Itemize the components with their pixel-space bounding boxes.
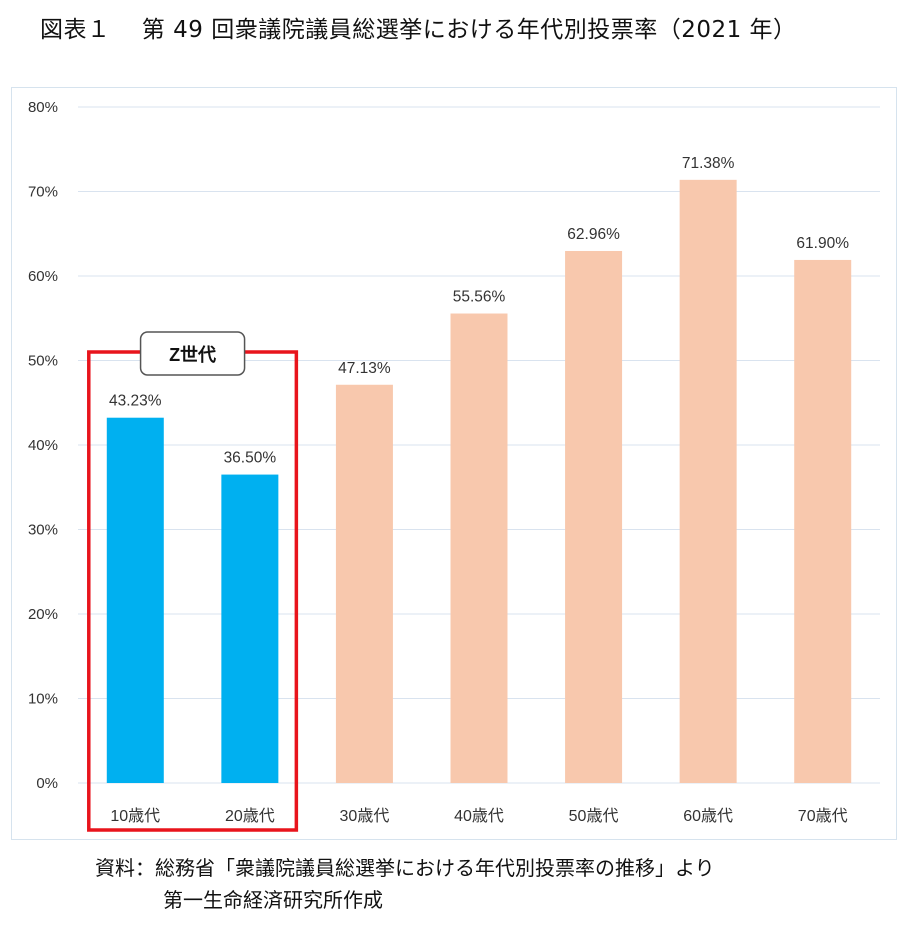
y-tick-label: 70% [28,184,58,201]
category-label: 40歳代 [454,807,504,825]
bar [450,313,508,783]
y-tick-label: 50% [28,353,58,370]
bar [565,250,623,783]
bar [794,259,852,783]
z-generation-label: Z世代 [169,345,216,365]
y-tick-label: 20% [28,606,58,623]
source-note: 資料：総務省「衆議院議員総選挙における年代別投票率の推移」より 第一生命経済研究… [95,852,715,916]
bar [679,179,737,784]
category-label: 10歳代 [110,807,160,825]
data-label: 62.96% [567,226,620,243]
y-tick-label: 30% [28,522,58,539]
y-tick-label: 60% [28,268,58,285]
category-label: 70歳代 [798,807,848,825]
y-tick-label: 10% [28,691,58,708]
category-label: 20歳代 [225,807,275,825]
data-label: 43.23% [109,393,162,410]
z-generation-label-box [139,331,246,376]
data-label: 36.50% [224,450,277,467]
category-label: 60歳代 [683,807,733,825]
data-label: 71.38% [682,155,735,172]
category-label: 30歳代 [340,807,390,825]
data-label: 47.13% [338,360,391,377]
y-tick-label: 40% [28,437,58,454]
chart-title: 図表１ 第 49 回衆議院議員総選挙における年代別投票率（2021 年） [40,17,797,43]
source-line-2: 第一生命経済研究所作成 [163,888,383,912]
bar [106,417,164,783]
bar [221,474,279,783]
bar [335,384,393,783]
y-tick-label: 0% [36,775,58,792]
data-label: 61.90% [796,235,849,252]
data-label: 55.56% [453,289,506,306]
y-tick-label: 80% [28,99,58,116]
chart-frame [11,87,897,840]
source-line-1: 資料：総務省「衆議院議員総選挙における年代別投票率の推移」より [95,856,715,880]
category-label: 50歳代 [569,807,619,825]
